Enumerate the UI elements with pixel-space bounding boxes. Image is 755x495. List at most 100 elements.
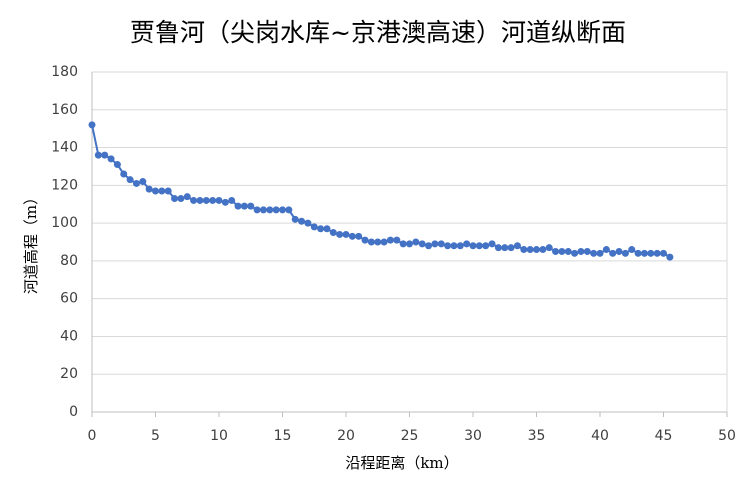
point <box>367 238 375 246</box>
x-tick-label: 25 <box>401 428 419 444</box>
point <box>488 240 496 248</box>
point <box>437 240 445 248</box>
point <box>279 206 286 214</box>
point <box>126 176 134 184</box>
x-tick-label: 35 <box>528 428 546 444</box>
point <box>406 240 413 248</box>
y-tick-label: 100 <box>51 215 78 231</box>
point <box>196 196 204 204</box>
x-tick-label: 10 <box>210 428 228 444</box>
point <box>355 232 363 240</box>
point <box>482 242 490 250</box>
point <box>348 232 356 240</box>
x-tick-label: 5 <box>151 428 160 444</box>
point <box>228 196 236 204</box>
point <box>494 244 502 252</box>
point <box>558 247 566 255</box>
point <box>545 244 553 252</box>
y-tick-label: 120 <box>51 177 78 193</box>
point <box>596 249 604 257</box>
point <box>145 185 153 193</box>
point <box>653 249 661 257</box>
point <box>88 121 96 129</box>
point <box>526 246 534 254</box>
y-tick-label: 40 <box>60 328 78 344</box>
point <box>113 161 121 169</box>
y-tick-label: 60 <box>60 291 78 307</box>
point <box>602 246 610 254</box>
point <box>323 225 331 233</box>
point <box>431 240 439 248</box>
point <box>253 206 261 214</box>
point <box>317 225 325 233</box>
point <box>660 249 667 257</box>
point <box>183 193 191 201</box>
point <box>609 249 617 257</box>
point <box>298 217 306 225</box>
point <box>456 242 464 250</box>
point <box>374 238 382 246</box>
x-tick-label: 50 <box>718 428 736 444</box>
point <box>139 178 147 186</box>
x-tick-label: 0 <box>88 428 97 444</box>
point <box>94 151 102 159</box>
y-tick-label: 140 <box>51 140 78 156</box>
point <box>221 198 229 206</box>
x-tick-label: 15 <box>274 428 292 444</box>
chart-title: 贾鲁河（尖岗水库~京港澳高速）河道纵断面 <box>130 18 626 47</box>
point <box>132 179 140 187</box>
point <box>215 196 223 204</box>
y-tick-label: 0 <box>69 404 78 420</box>
point <box>425 242 433 250</box>
point <box>399 240 407 248</box>
y-tick-label: 80 <box>60 253 78 269</box>
y-tick-label: 20 <box>60 366 78 382</box>
point <box>190 196 198 204</box>
point <box>590 249 598 257</box>
point <box>666 253 674 261</box>
point <box>164 187 172 195</box>
point <box>177 195 185 203</box>
point <box>450 242 458 250</box>
point <box>285 206 293 214</box>
point <box>234 202 242 210</box>
point <box>640 249 648 257</box>
point <box>583 247 591 255</box>
point <box>101 151 109 159</box>
point <box>463 240 471 248</box>
point <box>418 240 426 248</box>
point <box>564 247 572 255</box>
point <box>120 170 128 178</box>
point <box>577 247 585 255</box>
point <box>628 246 636 254</box>
point <box>621 249 629 257</box>
point <box>513 242 521 250</box>
point <box>152 187 159 195</box>
point <box>634 249 642 257</box>
point <box>501 244 509 252</box>
point <box>240 202 248 210</box>
y-axis-label: 河道高程（m） <box>22 190 40 294</box>
point <box>266 206 274 214</box>
point <box>444 242 452 250</box>
point <box>304 219 312 227</box>
x-tick-label: 20 <box>337 428 355 444</box>
point <box>412 238 420 246</box>
point <box>342 230 350 238</box>
point <box>386 236 394 244</box>
point <box>393 236 401 244</box>
point <box>533 246 540 254</box>
x-tick-label: 45 <box>655 428 673 444</box>
point <box>552 247 560 255</box>
point <box>209 196 217 204</box>
point <box>647 249 655 257</box>
point <box>247 202 255 210</box>
point <box>615 247 623 255</box>
y-tick-label: 160 <box>51 102 78 118</box>
point <box>507 244 515 252</box>
point <box>171 195 179 203</box>
point <box>158 187 166 195</box>
x-tick-label: 30 <box>464 428 482 444</box>
